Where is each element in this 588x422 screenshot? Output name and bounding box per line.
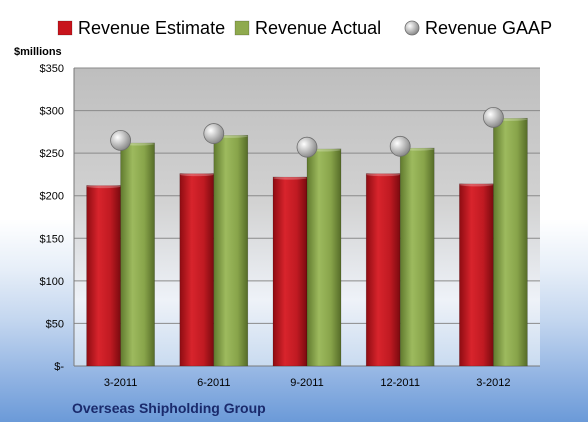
- legend-label: Revenue GAAP: [425, 18, 552, 38]
- bar-revenue-actual: [213, 134, 249, 367]
- bar-revenue-estimate: [459, 183, 494, 367]
- x-axis: 3-2011 6-2011 9-2011 12-2011 3-2012: [104, 377, 511, 389]
- y-tick-label: $300: [40, 106, 64, 118]
- bar-series: [86, 117, 528, 367]
- marker-revenue-gaap: [110, 129, 131, 151]
- y-tick-label: $50: [46, 318, 64, 330]
- bar-highlight: [179, 172, 214, 177]
- bar-highlight: [459, 183, 494, 187]
- y-tick-label: $250: [40, 148, 64, 160]
- legend-swatch: [57, 20, 73, 36]
- marker-revenue-gaap: [296, 136, 318, 158]
- x-tick-label: 3-2012: [476, 377, 510, 389]
- marker-revenue-gaap: [389, 135, 411, 157]
- y-tick-label: $150: [40, 233, 64, 245]
- bar-highlight: [273, 176, 307, 180]
- x-tick-label: 12-2011: [380, 377, 420, 389]
- bar-revenue-estimate: [365, 173, 401, 367]
- y-unit-label: $millions: [14, 46, 62, 58]
- y-tick-label: $-: [54, 361, 64, 373]
- x-tick-label: 6-2011: [197, 377, 230, 389]
- bar-revenue-actual: [493, 117, 528, 367]
- company-name: Overseas Shipholding Group: [72, 400, 266, 416]
- x-tick-label: 9-2011: [290, 377, 323, 389]
- bar-highlight: [366, 172, 401, 177]
- bar-revenue-estimate: [272, 176, 308, 367]
- legend-label: Revenue Estimate: [78, 18, 225, 38]
- gaap-markers: [110, 106, 504, 158]
- marker-revenue-gaap: [482, 106, 504, 128]
- legend: Revenue Estimate Revenue Actual Revenue GA…: [57, 18, 552, 38]
- legend-label: Revenue Actual: [255, 18, 381, 38]
- y-tick-label: $100: [40, 276, 64, 288]
- bar-revenue-actual: [399, 147, 435, 367]
- bar-revenue-actual: [306, 148, 342, 367]
- legend-swatch: [234, 20, 250, 36]
- bar-revenue-estimate: [86, 185, 121, 367]
- marker-revenue-gaap: [203, 123, 225, 144]
- legend-swatch: [404, 20, 420, 36]
- bar-revenue-estimate: [179, 173, 215, 367]
- y-tick-label: $200: [40, 191, 64, 203]
- bar-highlight: [86, 184, 121, 189]
- y-tick-label: $350: [40, 63, 64, 75]
- x-tick-label: 3-2011: [104, 377, 137, 389]
- bar-revenue-actual: [120, 142, 155, 367]
